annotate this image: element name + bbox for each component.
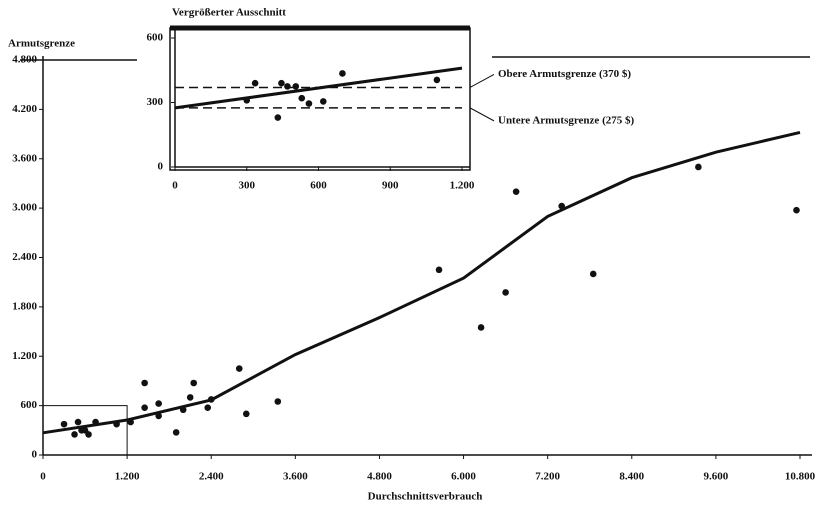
data-point — [695, 163, 702, 171]
x-tick-label: 0 — [172, 180, 178, 192]
data-point — [305, 100, 313, 107]
x-tick-label: 3.600 — [283, 471, 308, 483]
y-tick-label: 1.800 — [12, 300, 37, 312]
data-point — [127, 418, 134, 426]
data-point — [242, 410, 250, 418]
leader-line — [469, 74, 495, 88]
data-point — [186, 394, 194, 401]
data-point — [512, 188, 520, 195]
y-tick-label: 0 — [32, 449, 38, 461]
x-axis-label: Durchschnittsverbrauch — [368, 491, 483, 503]
y-tick-label: 3.000 — [12, 202, 37, 214]
data-point — [204, 404, 212, 411]
x-tick-label: 4.800 — [367, 471, 392, 483]
data-point — [284, 83, 291, 90]
fit-curve — [42, 130, 801, 435]
y-tick-label: 600 — [147, 32, 164, 44]
x-tick-label: 10.800 — [785, 471, 816, 483]
data-point — [141, 404, 148, 411]
x-tick-label: 600 — [310, 180, 327, 192]
x-tick-label: 8.400 — [619, 471, 644, 483]
inset-frame — [169, 27, 471, 171]
y-tick-label: 0 — [158, 161, 164, 173]
data-point — [207, 396, 215, 403]
x-tick-label: 0 — [40, 471, 46, 483]
y-axis-label: Armutsgrenze — [8, 38, 75, 50]
data-point — [274, 398, 282, 405]
threshold-label: Obere Armutsgrenze (370 $) — [498, 68, 631, 80]
y-tick-label: 3.600 — [12, 152, 37, 164]
y-tick-label: 2.400 — [12, 251, 37, 263]
x-tick-label: 7.200 — [535, 471, 560, 483]
threshold-label: Untere Armutsgrenze (275 $) — [498, 114, 634, 126]
data-point — [141, 379, 148, 387]
zoom-region — [42, 405, 128, 456]
data-point — [793, 206, 800, 214]
data-point — [319, 98, 327, 105]
x-tick-label: 1.200 — [115, 471, 140, 483]
x-tick-label: 2.400 — [199, 471, 224, 483]
data-point — [292, 83, 300, 90]
data-point — [155, 400, 162, 407]
inset-title: Vergrößerter Ausschnitt — [172, 7, 286, 19]
data-point — [60, 420, 68, 428]
data-point — [477, 324, 485, 331]
data-point — [274, 114, 282, 121]
data-point — [85, 431, 92, 438]
data-point — [339, 70, 346, 77]
data-point — [235, 365, 243, 372]
y-tick-label: 300 — [147, 96, 164, 108]
x-tick-label: 1.200 — [450, 180, 475, 192]
y-tick-label: 4.200 — [12, 103, 37, 115]
x-tick-label: 300 — [239, 180, 256, 192]
data-point — [435, 266, 443, 274]
data-point — [71, 431, 78, 438]
data-point — [155, 412, 162, 420]
data-point — [179, 406, 187, 414]
y-tick-label: 4.800 — [12, 54, 37, 66]
y-tick-label: 600 — [21, 399, 38, 411]
data-point — [433, 76, 441, 84]
data-point — [113, 420, 120, 428]
data-point — [172, 429, 180, 436]
data-point — [74, 418, 82, 426]
data-point — [243, 97, 251, 104]
data-point — [502, 289, 509, 296]
data-point — [92, 418, 99, 426]
data-point — [558, 202, 565, 210]
leader-line — [469, 107, 495, 122]
data-point — [251, 79, 259, 87]
x-tick-label: 900 — [382, 180, 399, 192]
data-point — [278, 79, 285, 87]
x-tick-label: 9.600 — [704, 471, 729, 483]
y-tick-label: 1.200 — [12, 350, 37, 362]
data-point — [589, 270, 597, 278]
x-tick-label: 6.000 — [451, 471, 476, 483]
fit-line — [174, 66, 463, 110]
data-point — [298, 94, 306, 102]
data-point — [190, 379, 197, 387]
